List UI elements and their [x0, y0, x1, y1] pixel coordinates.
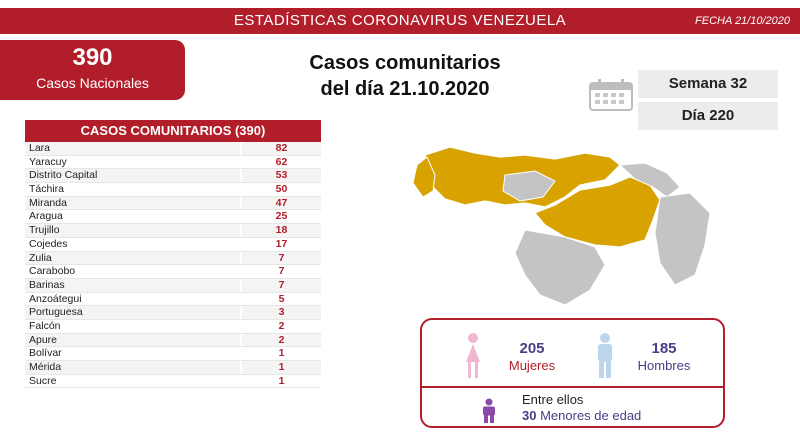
state-count: 25	[240, 210, 321, 224]
state-count: 17	[240, 237, 321, 251]
table-row: Barinas 7	[25, 278, 321, 293]
gender-box: 205 Mujeres 185 Hombres Entre ellos 30 M…	[420, 318, 725, 428]
state-count: 1	[240, 347, 321, 360]
between-label: Entre ellos	[522, 392, 584, 407]
table-row: Distrito Capital 53	[25, 169, 321, 184]
state-count: 82	[240, 142, 321, 155]
women-count: 205	[519, 340, 545, 357]
gender-divider	[422, 386, 723, 388]
state-name: Cojedes	[29, 237, 68, 250]
table-row: Carabobo 7	[25, 265, 321, 279]
header-title: ESTADÍSTICAS CORONAVIRUS VENEZUELA	[233, 12, 567, 29]
table-row: Portuguesa 3	[25, 306, 321, 320]
table-row: Táchira 50	[25, 183, 321, 197]
state-count: 7	[240, 251, 321, 265]
state-name: Yaracuy	[29, 155, 67, 168]
female-icon	[466, 333, 480, 378]
state-count: 53	[240, 169, 321, 183]
state-count: 62	[240, 155, 321, 169]
state-name: Táchira	[29, 183, 65, 196]
state-name: Distrito Capital	[29, 169, 98, 182]
minors-count: 30	[522, 408, 537, 423]
state-count: 2	[240, 333, 321, 347]
table-row: Falcón 2	[25, 319, 321, 334]
map-region-plains	[502, 170, 556, 202]
map-region-east	[618, 162, 681, 198]
women-label: Mujeres	[508, 358, 556, 373]
state-name: Anzoátegui	[29, 292, 82, 305]
state-count: 1	[240, 374, 321, 388]
national-cases-label: Casos Nacionales	[36, 75, 149, 91]
men-label: Hombres	[637, 358, 691, 373]
minors-label: Menores de edad	[540, 408, 642, 423]
table-row: Lara 82	[25, 142, 321, 156]
table-row: Trujillo 18	[25, 224, 321, 238]
state-name: Portuguesa	[29, 306, 83, 319]
headline-line-1: Casos comunitarios	[309, 52, 501, 74]
map-region-bolivar	[534, 176, 661, 248]
men-count: 185	[651, 340, 677, 357]
state-count: 5	[240, 292, 321, 306]
national-cases-box: 390 Casos Nacionales	[0, 40, 185, 100]
calendar-icon	[589, 79, 633, 111]
table-row: Yaracuy 62	[25, 155, 321, 170]
state-name: Mérida	[29, 361, 62, 373]
table-row: Bolívar 1	[25, 347, 321, 361]
venezuela-map	[412, 146, 711, 306]
state-name: Aragua	[29, 210, 63, 223]
map-region-zulia	[412, 156, 436, 198]
table-row: Cojedes 17	[25, 237, 321, 252]
table-row: Aragua 25	[25, 210, 321, 225]
state-name: Bolívar	[29, 347, 62, 360]
header-bar: ESTADÍSTICAS CORONAVIRUS VENEZUELA FECHA…	[0, 8, 800, 34]
state-count: 7	[240, 278, 321, 292]
state-name: Falcón	[29, 319, 61, 332]
map-region-guayana	[654, 192, 711, 286]
state-name: Apure	[29, 333, 58, 346]
cases-table-header: CASOS COMUNITARIOS (390)	[25, 120, 321, 142]
state-count: 50	[240, 183, 321, 196]
map-region-amazonas	[514, 229, 606, 306]
male-icon	[598, 333, 612, 378]
headline: Casos comunitarios del día 21.10.2020	[250, 50, 560, 102]
state-name: Carabobo	[29, 265, 76, 278]
state-count: 2	[240, 319, 321, 333]
state-name: Miranda	[29, 196, 67, 209]
state-count: 47	[240, 196, 321, 210]
headline-line-2: del día 21.10.2020	[320, 78, 490, 100]
cases-table-body: Lara 82 Yaracuy 62 Distrito Capital 53 Táchira…	[25, 142, 321, 389]
state-name: Zulia	[29, 251, 52, 264]
child-icon	[483, 398, 495, 423]
table-row: Sucre 1	[25, 374, 321, 389]
table-row: Apure 2	[25, 333, 321, 348]
state-name: Lara	[29, 142, 51, 154]
day-box: Día 220	[638, 102, 778, 130]
table-row: Mérida 1	[25, 361, 321, 375]
state-count: 3	[240, 306, 321, 319]
minors-line: 30 Menores de edad	[522, 408, 641, 423]
state-count: 1	[240, 361, 321, 374]
state-name: Trujillo	[29, 224, 60, 237]
table-row: Zulia 7	[25, 251, 321, 266]
state-count: 7	[240, 265, 321, 278]
national-cases-number: 390	[72, 44, 113, 71]
header-date: FECHA 21/10/2020	[695, 15, 790, 27]
table-row: Miranda 47	[25, 196, 321, 211]
table-row: Anzoátegui 5	[25, 292, 321, 307]
week-box: Semana 32	[638, 70, 778, 98]
cases-table: CASOS COMUNITARIOS (390) Lara 82 Yaracuy 62…	[25, 120, 321, 389]
state-name: Barinas	[29, 278, 65, 291]
state-count: 18	[240, 224, 321, 237]
state-name: Sucre	[29, 374, 57, 387]
